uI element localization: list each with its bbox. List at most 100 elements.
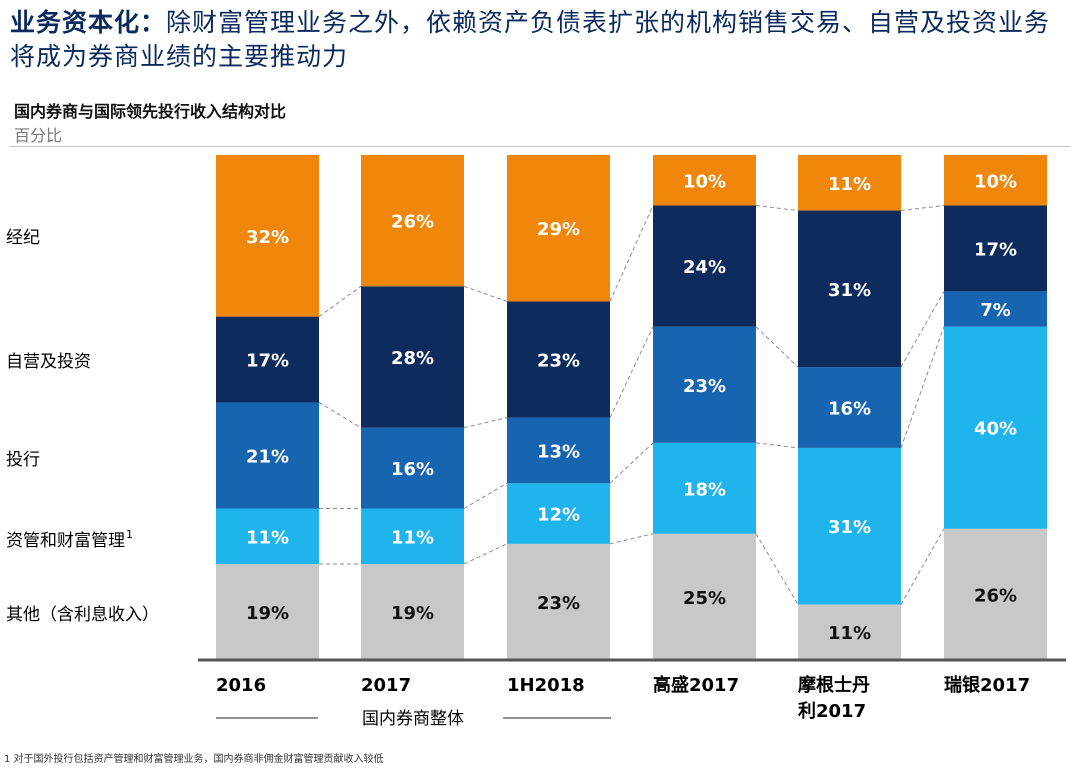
footnote: 1 对于国外投行包括资产管理和财富管理业务，国内券商非佣金财富管理贡献收入较低: [4, 754, 384, 765]
data-label-ib-摩根士丹利2017: 16%: [828, 399, 871, 420]
data-label-other-摩根士丹利2017: 11%: [828, 623, 871, 644]
data-label-other-2016: 19%: [246, 603, 289, 624]
legend-label-ib: 投行: [6, 450, 40, 470]
data-label-brokerage-瑞银2017: 10%: [974, 171, 1017, 192]
bar-segment-proprietary-摩根士丹利2017: [798, 210, 901, 368]
x-tick-label-摩根士丹利2017: 摩根士丹: [798, 674, 870, 696]
bar-segment-other-2016: [216, 564, 319, 660]
data-label-brokerage-1h2018: 29%: [537, 219, 580, 240]
connector-line: [463, 285, 508, 302]
connector-line: [609, 533, 654, 545]
bar-segment-brokerage-瑞银2017: [944, 155, 1047, 206]
bar-segment-brokerage-1h2018: [507, 155, 610, 302]
connector-line: [463, 543, 508, 565]
connector-line: [900, 528, 945, 605]
data-label-asset_mgmt-瑞银2017: 40%: [974, 419, 1017, 440]
connector-line: [609, 442, 654, 484]
bar-segment-ib-2016: [216, 402, 319, 509]
stacked-bar-chart: 19%11%21%17%32%19%11%16%28%26%23%12%13%2…: [6, 155, 1066, 729]
connector-line: [463, 417, 508, 429]
bar-segment-brokerage-2016: [216, 155, 319, 317]
data-label-ib-2016: 21%: [246, 446, 289, 467]
data-label-asset_mgmt-2017: 11%: [391, 527, 434, 548]
bar-segment-ib-2017: [361, 427, 464, 509]
bar-segment-ib-瑞银2017: [944, 291, 1047, 327]
bar-segment-other-高盛2017: [653, 533, 756, 660]
bar-segment-proprietary-2016: [216, 316, 319, 403]
data-label-asset_mgmt-摩根士丹利2017: 31%: [828, 517, 871, 538]
connector-line: [318, 285, 362, 318]
bar-segment-proprietary-高盛2017: [653, 205, 756, 327]
connector-line: [900, 291, 945, 368]
x-tick-label-摩根士丹利2017: 利2017: [798, 700, 866, 722]
bar-segment-other-2017: [361, 564, 464, 660]
x-tick-label-2017: 2017: [361, 675, 411, 696]
group-label: 国内券商整体: [362, 709, 464, 729]
data-label-other-1h2018: 23%: [537, 593, 580, 614]
data-label-asset_mgmt-高盛2017: 18%: [683, 479, 726, 500]
connector-line: [755, 205, 799, 212]
connector-line: [463, 482, 508, 509]
chart-unit: 百分比: [14, 126, 63, 145]
data-label-ib-1h2018: 13%: [537, 441, 580, 462]
bar-segment-brokerage-高盛2017: [653, 155, 756, 206]
connector-line: [609, 326, 654, 418]
x-tick-label-高盛2017: 高盛2017: [653, 674, 739, 696]
bar-segment-ib-1h2018: [507, 417, 610, 484]
x-tick-label-1h2018: 1H2018: [507, 675, 585, 696]
data-label-brokerage-2017: 26%: [391, 212, 434, 233]
legend-footnote-marker: 1: [126, 528, 133, 541]
connector-line: [755, 326, 799, 368]
headline-lead: 业务资本化：: [10, 8, 167, 37]
data-label-asset_mgmt-1h2018: 12%: [537, 505, 580, 526]
connector-line: [900, 205, 945, 212]
bar-segment-proprietary-1h2018: [507, 301, 610, 418]
data-label-other-高盛2017: 25%: [683, 588, 726, 609]
connector-line: [900, 326, 945, 449]
data-label-ib-瑞银2017: 7%: [980, 300, 1011, 321]
legend-label-proprietary: 自营及投资: [6, 352, 91, 372]
bar-segment-proprietary-瑞银2017: [944, 205, 1047, 292]
data-label-brokerage-高盛2017: 10%: [683, 171, 726, 192]
bar-segment-asset_mgmt-高盛2017: [653, 442, 756, 534]
connector-line: [318, 402, 362, 429]
title-divider: [10, 146, 1070, 147]
data-label-ib-2017: 16%: [391, 459, 434, 480]
chart-subtitle: 国内券商与国际领先投行收入结构对比: [14, 102, 287, 121]
bar-segment-ib-高盛2017: [653, 326, 756, 443]
data-label-brokerage-摩根士丹利2017: 11%: [828, 174, 871, 195]
bar-segment-other-瑞银2017: [944, 528, 1047, 660]
bar-segment-other-摩根士丹利2017: [798, 604, 901, 660]
data-label-ib-高盛2017: 23%: [683, 376, 726, 397]
data-label-other-2017: 19%: [391, 603, 434, 624]
bar-segment-ib-摩根士丹利2017: [798, 367, 901, 448]
legend-label-brokerage: 经纪: [6, 228, 40, 248]
bar-segment-brokerage-摩根士丹利2017: [798, 155, 901, 211]
x-tick-label-瑞银2017: 瑞银2017: [944, 674, 1030, 696]
legend-label-asset_mgmt: 资管和财富管理: [6, 531, 125, 551]
connector-line: [609, 205, 654, 302]
bar-segment-proprietary-2017: [361, 286, 464, 428]
bar-segment-asset_mgmt-摩根士丹利2017: [798, 447, 901, 605]
headline: 业务资本化：除财富管理业务之外，依赖资产负债表扩张的机构销售交易、自营及投资业务…: [10, 6, 1070, 74]
connector-line: [755, 442, 799, 449]
x-tick-label-2016: 2016: [216, 675, 266, 696]
bar-segment-asset_mgmt-瑞银2017: [944, 326, 1047, 529]
data-label-brokerage-2016: 32%: [246, 227, 289, 248]
legend-label-other: 其他（含利息收入）: [6, 605, 159, 625]
data-label-proprietary-瑞银2017: 17%: [974, 239, 1017, 260]
bar-segment-brokerage-2017: [361, 155, 464, 287]
bar-segment-other-1h2018: [507, 543, 610, 660]
bar-segment-asset_mgmt-1h2018: [507, 483, 610, 544]
data-label-other-瑞银2017: 26%: [974, 585, 1017, 606]
bar-segment-asset_mgmt-2017: [361, 508, 464, 565]
data-label-proprietary-摩根士丹利2017: 31%: [828, 280, 871, 301]
data-label-proprietary-2016: 17%: [246, 351, 289, 372]
data-label-asset_mgmt-2016: 11%: [246, 527, 289, 548]
bar-segment-asset_mgmt-2016: [216, 508, 319, 565]
headline-text: 除财富管理业务之外，依赖资产负债表扩张的机构销售交易、自营及投资业务将成为券商业…: [10, 8, 1051, 71]
data-label-proprietary-1h2018: 23%: [537, 351, 580, 372]
data-label-proprietary-高盛2017: 24%: [683, 257, 726, 278]
data-label-proprietary-2017: 28%: [391, 348, 434, 369]
connector-line: [755, 533, 799, 605]
